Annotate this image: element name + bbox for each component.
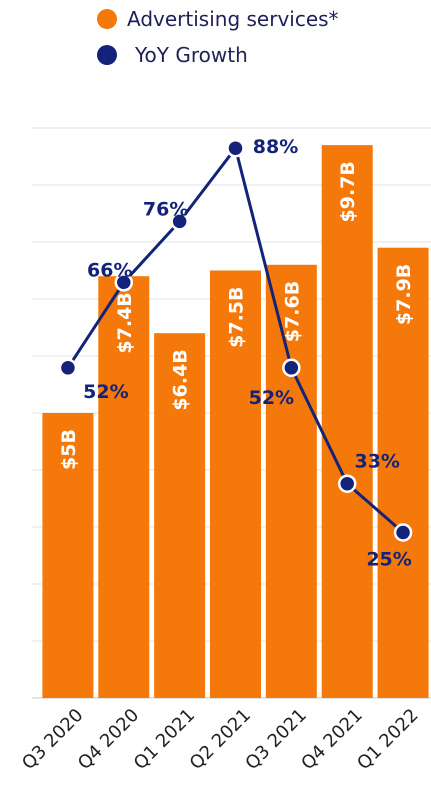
growth-labels: 52% 66% 76% 88% 52% 33% 25% bbox=[83, 136, 412, 570]
growth-point bbox=[58, 358, 78, 378]
growth-value-label: 52% bbox=[83, 381, 128, 403]
growth-point bbox=[170, 212, 189, 231]
legend-label-advertising: Advertising services* bbox=[127, 7, 339, 31]
growth-points bbox=[58, 138, 413, 542]
bars bbox=[42, 145, 429, 699]
legend-label-growth: YoY Growth bbox=[134, 43, 248, 67]
growth-point bbox=[393, 523, 413, 542]
bar-labels: $5B $7.4B $6.4B $7.5B $7.6B $9.7B $7.9B bbox=[58, 161, 415, 470]
growth-point bbox=[282, 358, 301, 378]
bar-value-label: $6.4B bbox=[170, 349, 192, 410]
legend-swatch-growth bbox=[97, 45, 117, 65]
legend: Advertising services* YoY Growth bbox=[97, 7, 339, 67]
growth-value-label: 76% bbox=[143, 198, 188, 220]
bar bbox=[98, 276, 150, 698]
bar-value-label: $7.4B bbox=[114, 292, 136, 353]
growth-point bbox=[337, 474, 357, 493]
bar bbox=[377, 247, 429, 698]
bar-value-label: $9.7B bbox=[337, 161, 359, 222]
bar-value-label: $7.9B bbox=[393, 264, 415, 325]
bar bbox=[265, 264, 317, 698]
bar-value-label: $7.5B bbox=[226, 287, 248, 348]
x-tick-label: Q1 2022 bbox=[353, 705, 422, 774]
growth-value-label: 52% bbox=[249, 387, 294, 409]
legend-swatch-advertising bbox=[97, 9, 117, 29]
bar bbox=[42, 413, 94, 698]
growth-value-label: 66% bbox=[87, 259, 132, 281]
bar bbox=[154, 333, 206, 698]
bar-value-label: $7.6B bbox=[281, 281, 303, 342]
bar-value-label: $5B bbox=[58, 429, 80, 470]
growth-value-label: 25% bbox=[366, 549, 411, 571]
growth-value-label: 33% bbox=[354, 451, 399, 473]
growth-value-label: 88% bbox=[253, 136, 298, 158]
growth-point bbox=[226, 138, 245, 158]
growth-point bbox=[114, 273, 134, 292]
bar bbox=[210, 270, 261, 698]
bar bbox=[321, 145, 373, 699]
